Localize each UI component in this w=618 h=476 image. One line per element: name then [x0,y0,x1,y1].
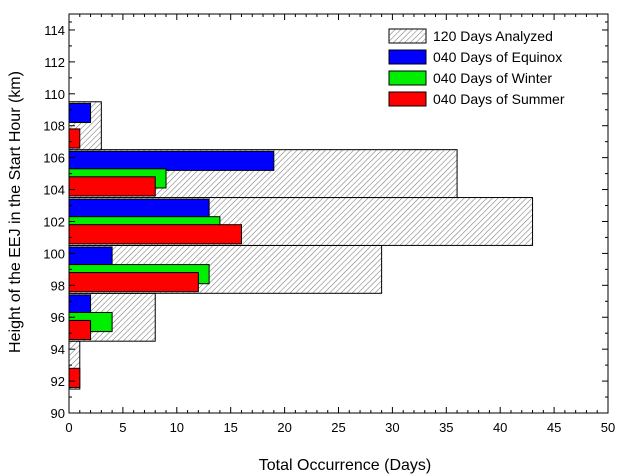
bar-040-days-of-equinox-2 [68,198,210,219]
bar-040-days-of-summer-5 [68,128,81,149]
y-tick-label: 92 [51,374,65,389]
legend-swatch-040-days-of-equinox [388,49,427,65]
legend-swatch-040-days-of-winter [388,70,427,86]
axis-ticks: 0 5 10 15 20 25 30 35 40 45 50 90 92 94 96 98 100 102 104 1… [43,14,615,435]
bar-040-days-of-summer-4 [68,176,156,197]
bar-040-days-of-summer-2 [68,272,199,293]
y-tick-label: 102 [43,214,65,229]
x-tick-label: 5 [119,420,126,435]
y-tick-label: 112 [44,55,65,70]
x-tick-label: 50 [601,420,615,435]
x-tick-label: 0 [65,420,72,435]
legend-label-040-days-of-summer: 040 Days of Summer [433,91,565,107]
y-tick-label: 94 [51,342,65,357]
bar-040-days-of-summer-0 [68,367,81,388]
x-tick-label: 30 [385,420,399,435]
legend-label-040-days-of-equinox: 040 Days of Equinox [433,49,562,65]
bar-040-days-of-summer-1 [68,319,92,341]
bar-040-days-of-equinox-1 [68,246,113,267]
y-tick-label: 90 [51,406,65,421]
legend-swatch-120-days-analyzed [388,28,427,44]
legend-label-120-days-analyzed: 120 Days Analyzed [433,28,553,44]
y-tick-label: 114 [44,23,65,38]
y-tick-label: 110 [44,87,65,102]
x-tick-label: 20 [277,420,291,435]
x-tick-label: 40 [493,420,507,435]
bar-040-days-of-summer-3 [68,224,242,245]
x-tick-label: 15 [223,420,237,435]
legend: 120 Days Analyzed 040 Days of Equinox 040 … [388,28,565,107]
y-tick-label: 100 [43,246,65,261]
x-tick-label: 10 [170,420,184,435]
y-axis-label: Height of the EEJ in the Start Hour (km) [7,71,24,353]
y-tick-label: 104 [43,183,65,198]
bar-040-days-of-equinox-0 [68,294,92,315]
x-tick-label: 35 [439,420,453,435]
legend-label-040-days-of-winter: 040 Days of Winter [433,70,552,86]
bars-layer [68,101,534,390]
x-tick-label: 45 [547,420,561,435]
bar-040-days-of-equinox-4 [68,102,92,124]
y-tick-label: 108 [43,119,65,134]
y-tick-label: 96 [51,310,65,325]
legend-swatch-040-days-of-summer [388,91,427,107]
bar-040-days-of-equinox-3 [68,150,275,171]
x-tick-label: 25 [331,420,345,435]
x-axis-label: Total Occurrence (Days) [259,457,432,474]
y-tick-label: 98 [51,278,65,293]
y-tick-label: 106 [43,151,65,166]
